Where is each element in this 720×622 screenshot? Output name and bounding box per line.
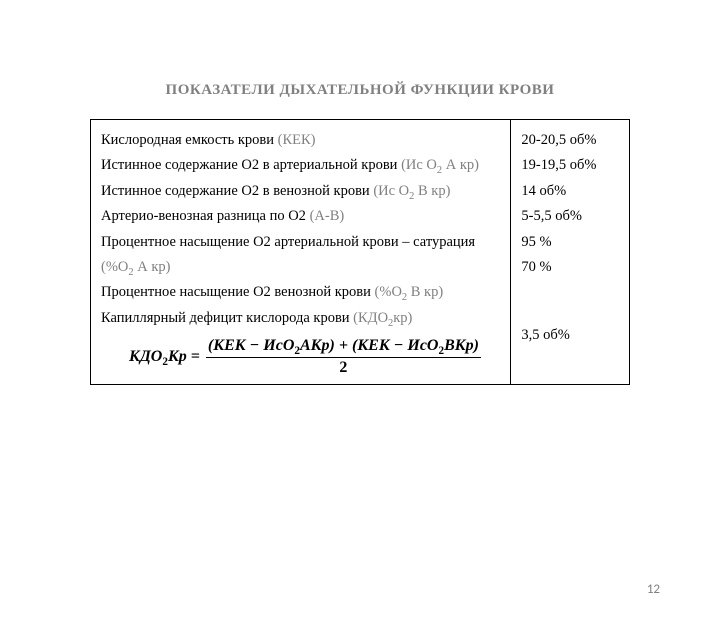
values-cell: 20-20,5 об% 19-19,5 об% 14 об% 5-5,5 об%… [511,120,630,385]
row-value: 14 об% [521,179,621,204]
row-value: 5-5,5 об% [521,204,621,229]
table-container: Кислородная емкость крови (КЕК) Истинное… [90,119,630,385]
labels-cell: Кислородная емкость крови (КЕК) Истинное… [91,120,511,385]
indicators-table: Кислородная емкость крови (КЕК) Истинное… [90,119,630,385]
row-value: 20-20,5 об% [521,128,621,153]
row-value: 70 % [521,255,621,280]
row-label: Кислородная емкость крови (КЕК) [101,128,502,153]
table-row: Кислородная емкость крови (КЕК) Истинное… [91,120,630,385]
row-label: Процентное насыщение О2 венозной крови (… [101,280,502,305]
formula: КДО2Кр = (КЕК − ИсО2АКр) + (КЕК − ИсО2ВК… [129,337,502,376]
page-number: 12 [647,582,660,597]
row-label: Артерио-венозная разница по О2 (А-В) [101,204,502,229]
row-label: Истинное содержание О2 в артериальной кр… [101,153,502,178]
row-label: Истинное содержание О2 в венозной крови … [101,179,502,204]
row-label: Капиллярный дефицит кислорода крови (КДО… [101,306,502,331]
row-value: 19-19,5 об% [521,153,621,178]
row-label: Процентное насыщение О2 артериальной кро… [101,230,502,281]
row-value: 3,5 об% [521,323,621,348]
page-title: ПОКАЗАТЕЛИ ДЫХАТЕЛЬНОЙ ФУНКЦИИ КРОВИ [0,82,720,99]
row-value: 95 % [521,230,621,255]
